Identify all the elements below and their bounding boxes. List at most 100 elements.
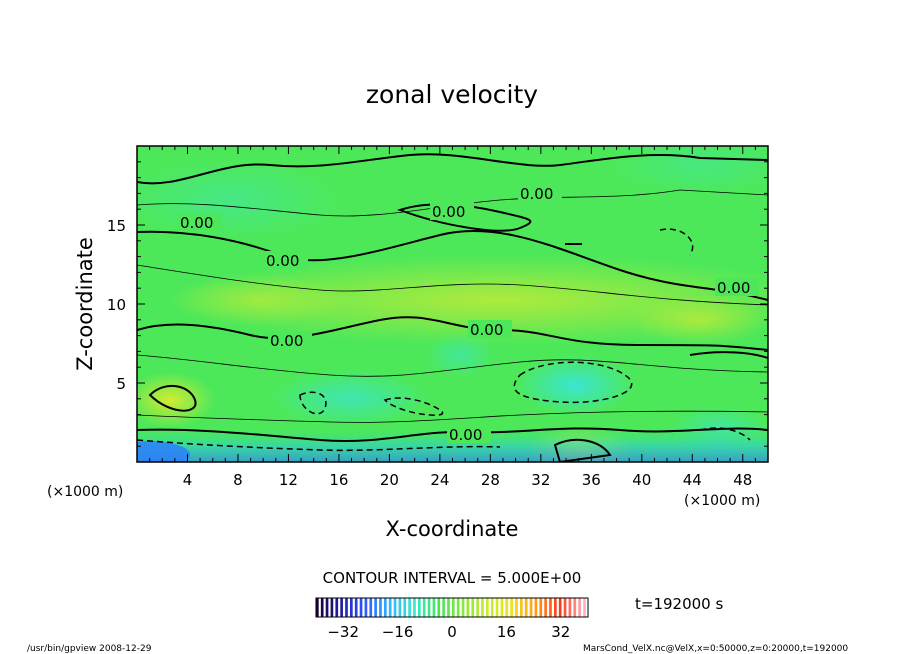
colorbar-frame <box>315 597 589 618</box>
colorbar-cell <box>364 598 368 617</box>
y-tick-label: 15 <box>107 217 126 235</box>
contour-label: 0.00 <box>717 279 750 297</box>
x-tick-label: 8 <box>233 471 243 489</box>
x-tick-label: 32 <box>531 471 550 489</box>
colorbar-cell <box>369 598 373 617</box>
colorbar-cell <box>422 598 426 617</box>
contour-label: 0.00 <box>470 321 503 339</box>
colorbar-cell <box>573 598 577 617</box>
colorbar-cell <box>505 598 509 617</box>
colorbar-ticks: −32 −16 0 16 32 <box>327 623 570 641</box>
colorbar-cell <box>549 598 552 617</box>
colorbar-tick-label: 32 <box>551 623 570 641</box>
colorbar-tick-label: −16 <box>382 623 414 641</box>
colorbar-cell <box>442 598 445 617</box>
colorbar-cell <box>539 598 543 617</box>
colorbar-cell <box>340 598 343 617</box>
colorbar-cell <box>374 598 377 617</box>
colorbar-cell <box>486 598 489 617</box>
contour-labels: 0.00 0.00 0.00 0.00 0.00 0.00 0.00 0.00 <box>178 184 759 444</box>
colorbar-cell <box>384 598 387 617</box>
colorbar-cell <box>456 598 460 617</box>
footer-right: MarsCond_VelX.nc@VelX,x=0:50000,z=0:2000… <box>583 644 848 654</box>
colorbar-cell <box>534 598 538 617</box>
colorbar-cell <box>466 598 470 617</box>
colorbar-cell <box>544 598 547 617</box>
colorbar-cell <box>350 598 353 617</box>
y-tick-label: 5 <box>116 375 126 393</box>
colorbar-cell <box>330 598 334 617</box>
x-axis-label: X-coordinate <box>386 517 519 541</box>
colorbar-cell <box>471 598 475 617</box>
colorbar-cell <box>583 598 586 617</box>
colorbar-cell <box>568 598 572 617</box>
x-tick-label: 20 <box>380 471 399 489</box>
colorbar-tick-label: 16 <box>497 623 516 641</box>
colorbar-cell <box>325 598 329 617</box>
colorbar-cell <box>510 598 513 617</box>
contour-interval: CONTOUR INTERVAL = 5.000E+00 <box>323 569 582 587</box>
colorbar-cell <box>481 598 484 617</box>
y-axis: 5 10 15 <box>107 161 768 447</box>
colorbar-cell <box>354 598 358 617</box>
time-label: t=192000 s <box>635 595 723 613</box>
colorbar-cell <box>388 598 392 617</box>
colorbar-tick-label: −32 <box>327 623 359 641</box>
x-axis: 4 8 12 16 20 24 28 32 36 40 44 48 <box>149 146 756 489</box>
colorbar-cell <box>476 598 479 617</box>
colorbar-cell <box>529 598 533 617</box>
colorbar-cell <box>398 598 402 617</box>
x-unit-left: (×1000 m) <box>47 484 123 500</box>
colorbar-cell <box>563 598 567 617</box>
colorbar-cell <box>554 598 557 617</box>
colorbar-cell <box>413 598 416 617</box>
colorbar-cell <box>495 598 499 617</box>
colorbar-cell <box>447 598 450 617</box>
contour-label: 0.00 <box>520 185 553 203</box>
colorbar-cell <box>432 598 436 617</box>
x-tick-label: 36 <box>582 471 601 489</box>
x-tick-label: 12 <box>279 471 298 489</box>
colorbar-cell <box>393 598 397 617</box>
footer-left: /usr/bin/gpview 2008-12-29 <box>27 644 152 654</box>
colorbar-tick-label: 0 <box>447 623 457 641</box>
colorbar-cell <box>500 598 504 617</box>
contour-label: 0.00 <box>266 252 299 270</box>
colorbar-cell <box>524 598 528 617</box>
y-axis-label: Z-coordinate <box>73 237 97 371</box>
colorbar-cell <box>408 598 411 617</box>
x-tick-label: 48 <box>733 471 752 489</box>
x-tick-label: 44 <box>683 471 702 489</box>
colorbar-cell <box>437 598 441 617</box>
contour-label: 0.00 <box>270 332 303 350</box>
colorbar-cell <box>335 598 339 617</box>
contour-label: 0.00 <box>180 214 213 232</box>
colorbar-cell <box>558 598 562 617</box>
x-tick-label: 4 <box>183 471 193 489</box>
colorbar-cell <box>461 598 465 617</box>
colorbar-cell <box>490 598 494 617</box>
contour-label: 0.00 <box>432 203 465 221</box>
chart-title: zonal velocity <box>366 80 538 109</box>
colorbar-cell <box>578 598 581 617</box>
colorbar-cell <box>316 598 319 617</box>
colorbar-cell <box>418 598 421 617</box>
colorbar-cell <box>452 598 455 617</box>
colorbar <box>315 597 589 618</box>
colorbar-cell <box>520 598 523 617</box>
x-tick-label: 40 <box>632 471 651 489</box>
contour-label: 0.00 <box>449 426 482 444</box>
x-tick-label: 24 <box>430 471 449 489</box>
colorbar-cell <box>403 598 407 617</box>
x-unit-right: (×1000 m) <box>684 493 760 509</box>
y-tick-label: 10 <box>107 296 126 314</box>
plot-field: 0.00 0.00 0.00 0.00 0.00 0.00 0.00 0.00 <box>137 146 768 462</box>
x-tick-label: 28 <box>481 471 500 489</box>
colorbar-cell <box>427 598 431 617</box>
colorbar-cell <box>320 598 324 617</box>
colorbar-cell <box>359 598 363 617</box>
colorbar-cell <box>379 598 382 617</box>
colorbar-cell <box>515 598 518 617</box>
colorbar-cell <box>345 598 348 617</box>
